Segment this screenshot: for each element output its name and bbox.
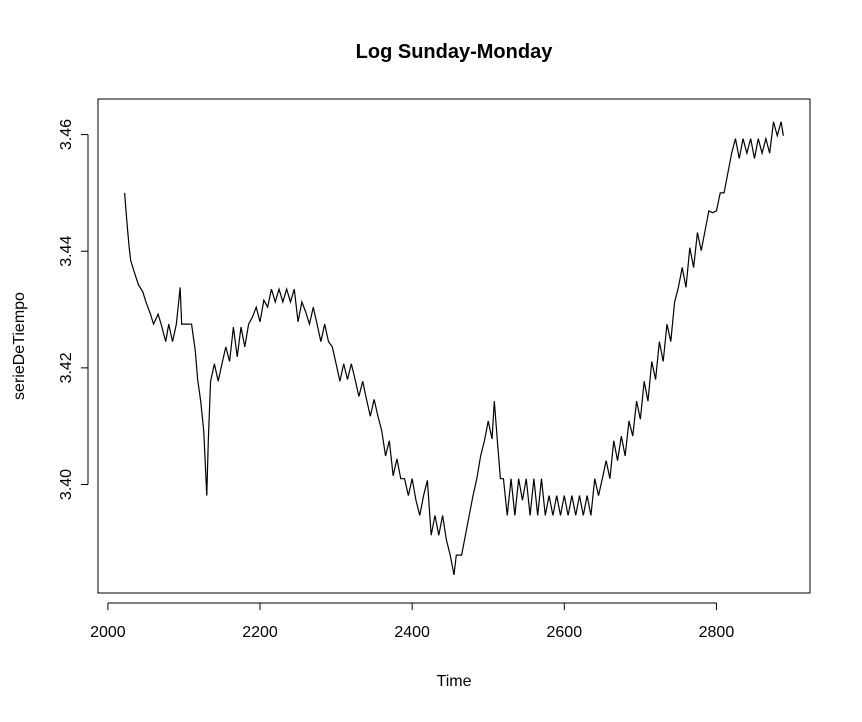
y-tick-label: 3.44 [58, 236, 75, 267]
chart-title: Log Sunday-Monday [356, 41, 554, 63]
x-axis-label: Time [437, 673, 472, 690]
x-tick-label: 2000 [90, 624, 126, 641]
x-tick-label: 2200 [242, 624, 278, 641]
x-tick-label: 2400 [394, 624, 430, 641]
y-axis-label: serieDeTiempo [11, 292, 28, 400]
y-tick-label: 3.46 [58, 119, 75, 150]
y-tick-label: 3.40 [58, 469, 75, 500]
plot-frame [97, 98, 811, 594]
series-line [124, 121, 784, 576]
x-tick-label: 2800 [699, 624, 735, 641]
x-tick-label: 2600 [547, 624, 583, 641]
y-tick-label: 3.42 [58, 352, 75, 383]
